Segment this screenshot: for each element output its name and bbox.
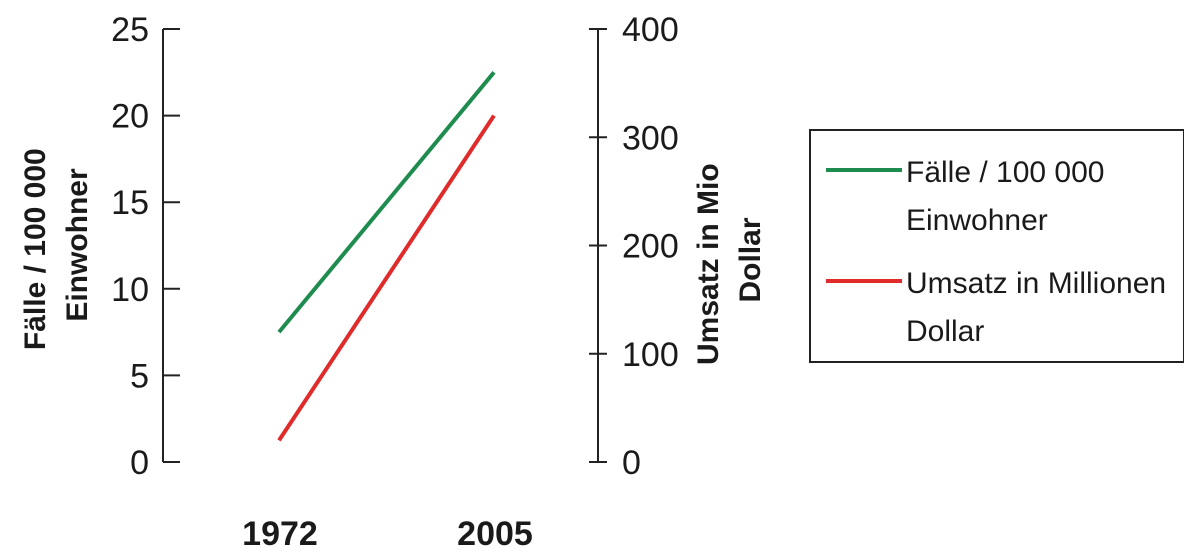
right-axis-tick-label: 0 [622, 444, 641, 482]
legend-label-fälle-line-1: Fälle / 100 000 [906, 156, 1104, 189]
left-axis-tick-label: 10 [111, 271, 149, 309]
right-axis-tick-label: 300 [622, 119, 679, 157]
right-axis-label-line-1: Umsatz in Mio [692, 163, 725, 365]
right-axis-label-line-2: Dollar [734, 217, 767, 302]
legend-label-umsatz-line-2: Dollar [906, 315, 984, 348]
right-axis: 0 100 200 300 400 [589, 11, 679, 482]
legend-label-umsatz-line-1: Umsatz in Millionen [906, 267, 1166, 300]
left-axis: 0 5 10 15 20 25 [111, 11, 180, 482]
legend: Fälle / 100 000 Einwohner Umsatz in Mill… [809, 129, 1184, 363]
left-axis-label-line-1: Fälle / 100 000 [19, 148, 52, 350]
left-axis-tick-label: 25 [111, 11, 149, 49]
series-line-faelle [277, 71, 496, 334]
left-axis-label-line-2: Einwohner [61, 168, 94, 322]
series-lines [277, 71, 496, 442]
left-axis-label: Fälle / 100 000 Einwohner [19, 140, 94, 350]
left-axis-tick-label: 15 [111, 184, 149, 222]
right-axis-label: Umsatz in Mio Dollar [692, 155, 767, 365]
right-axis-tick-label: 100 [622, 336, 679, 374]
legend-label-umsatz: Umsatz in Millionen Dollar [906, 267, 1174, 348]
left-axis-tick-label: 0 [130, 444, 149, 482]
legend-label-fälle-line-2: Einwohner [906, 204, 1048, 237]
x-axis-labels: 1972 2005 [242, 515, 533, 553]
legend-label-fälle: Fälle / 100 000 Einwohner [906, 156, 1113, 237]
right-axis-tick-label: 200 [622, 228, 679, 266]
right-axis-tick-label: 400 [622, 11, 679, 49]
left-axis-tick-label: 5 [130, 357, 149, 395]
x-category-label: 1972 [242, 515, 318, 553]
series-line-umsatz [277, 114, 496, 442]
x-category-label: 2005 [457, 515, 533, 553]
left-axis-tick-label: 20 [111, 98, 149, 136]
